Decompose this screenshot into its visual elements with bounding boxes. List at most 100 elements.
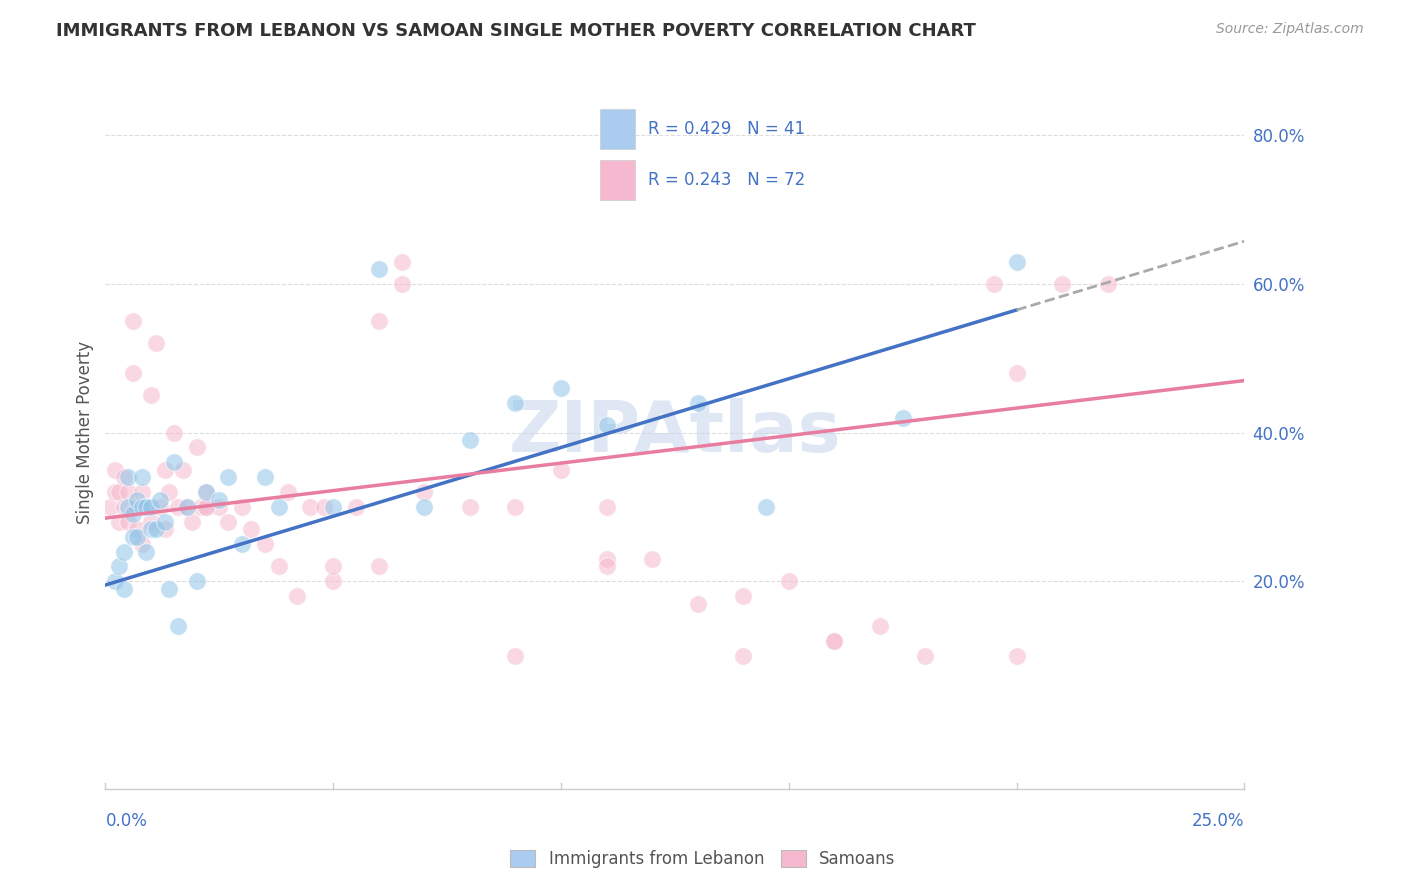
Point [186, 574, 208, 589]
Point [755, 500, 778, 514]
Point [145, 522, 167, 536]
Point [686, 396, 709, 410]
Point [121, 530, 143, 544]
Point [299, 500, 322, 514]
Point [149, 500, 172, 514]
Point [550, 381, 572, 395]
Point [194, 500, 217, 514]
Point [131, 500, 153, 514]
Point [194, 485, 217, 500]
Text: R = 0.429   N = 41: R = 0.429 N = 41 [648, 120, 804, 137]
Text: 25.0%: 25.0% [1192, 812, 1244, 830]
Point [595, 559, 617, 574]
Point [823, 633, 845, 648]
Point [1005, 366, 1028, 380]
Point [157, 485, 180, 500]
Point [208, 500, 231, 514]
Point [914, 648, 936, 663]
Point [103, 485, 125, 500]
Point [131, 470, 153, 484]
Point [983, 277, 1005, 291]
Point [112, 544, 135, 558]
Point [127, 530, 149, 544]
Point [391, 277, 413, 291]
Point [117, 515, 139, 529]
Text: 0.0%: 0.0% [105, 812, 148, 830]
Point [181, 515, 204, 529]
Point [167, 500, 190, 514]
Point [231, 537, 253, 551]
Point [253, 470, 276, 484]
Point [778, 574, 800, 589]
Point [391, 254, 413, 268]
Point [98, 500, 121, 514]
Point [285, 589, 308, 603]
Point [121, 314, 143, 328]
Point [267, 500, 290, 514]
Point [176, 500, 198, 514]
Point [869, 619, 891, 633]
Point [1005, 648, 1028, 663]
Point [267, 559, 290, 574]
Point [595, 500, 617, 514]
Point [253, 537, 276, 551]
Point [190, 500, 212, 514]
Point [127, 492, 149, 507]
Point [686, 597, 709, 611]
Point [139, 515, 162, 529]
Point [167, 619, 190, 633]
Point [139, 500, 162, 514]
Point [458, 500, 481, 514]
Point [314, 500, 336, 514]
Point [117, 500, 139, 514]
Point [322, 559, 344, 574]
Point [112, 470, 135, 484]
Text: ZIPAtlas: ZIPAtlas [509, 398, 841, 467]
Point [117, 485, 139, 500]
Point [153, 522, 176, 536]
Point [733, 648, 755, 663]
Point [413, 485, 436, 500]
Point [231, 500, 253, 514]
Point [149, 492, 172, 507]
Point [153, 463, 176, 477]
Point [127, 522, 149, 536]
Point [240, 522, 263, 536]
Point [194, 485, 217, 500]
Point [121, 508, 143, 522]
Bar [600, 160, 634, 200]
Point [176, 500, 198, 514]
Point [595, 418, 617, 433]
Point [135, 500, 157, 514]
Point [131, 485, 153, 500]
Point [217, 515, 239, 529]
Point [127, 500, 149, 514]
Point [641, 552, 664, 566]
Point [217, 470, 239, 484]
Point [135, 500, 157, 514]
Point [153, 515, 176, 529]
Point [277, 485, 299, 500]
Point [163, 455, 186, 469]
Point [172, 463, 194, 477]
Point [505, 500, 527, 514]
Point [163, 425, 186, 440]
Point [595, 552, 617, 566]
Text: Source: ZipAtlas.com: Source: ZipAtlas.com [1216, 22, 1364, 37]
Point [322, 574, 344, 589]
Point [458, 433, 481, 447]
Point [108, 485, 131, 500]
Point [1097, 277, 1119, 291]
Legend: Immigrants from Lebanon, Samoans: Immigrants from Lebanon, Samoans [503, 843, 903, 875]
Point [413, 500, 436, 514]
Bar [600, 109, 634, 149]
Point [208, 492, 231, 507]
Point [1050, 277, 1073, 291]
Point [131, 537, 153, 551]
Point [1005, 254, 1028, 268]
Point [367, 559, 389, 574]
Y-axis label: Single Mother Poverty: Single Mother Poverty [76, 341, 94, 524]
Point [322, 500, 344, 514]
Point [891, 410, 914, 425]
Point [145, 336, 167, 351]
